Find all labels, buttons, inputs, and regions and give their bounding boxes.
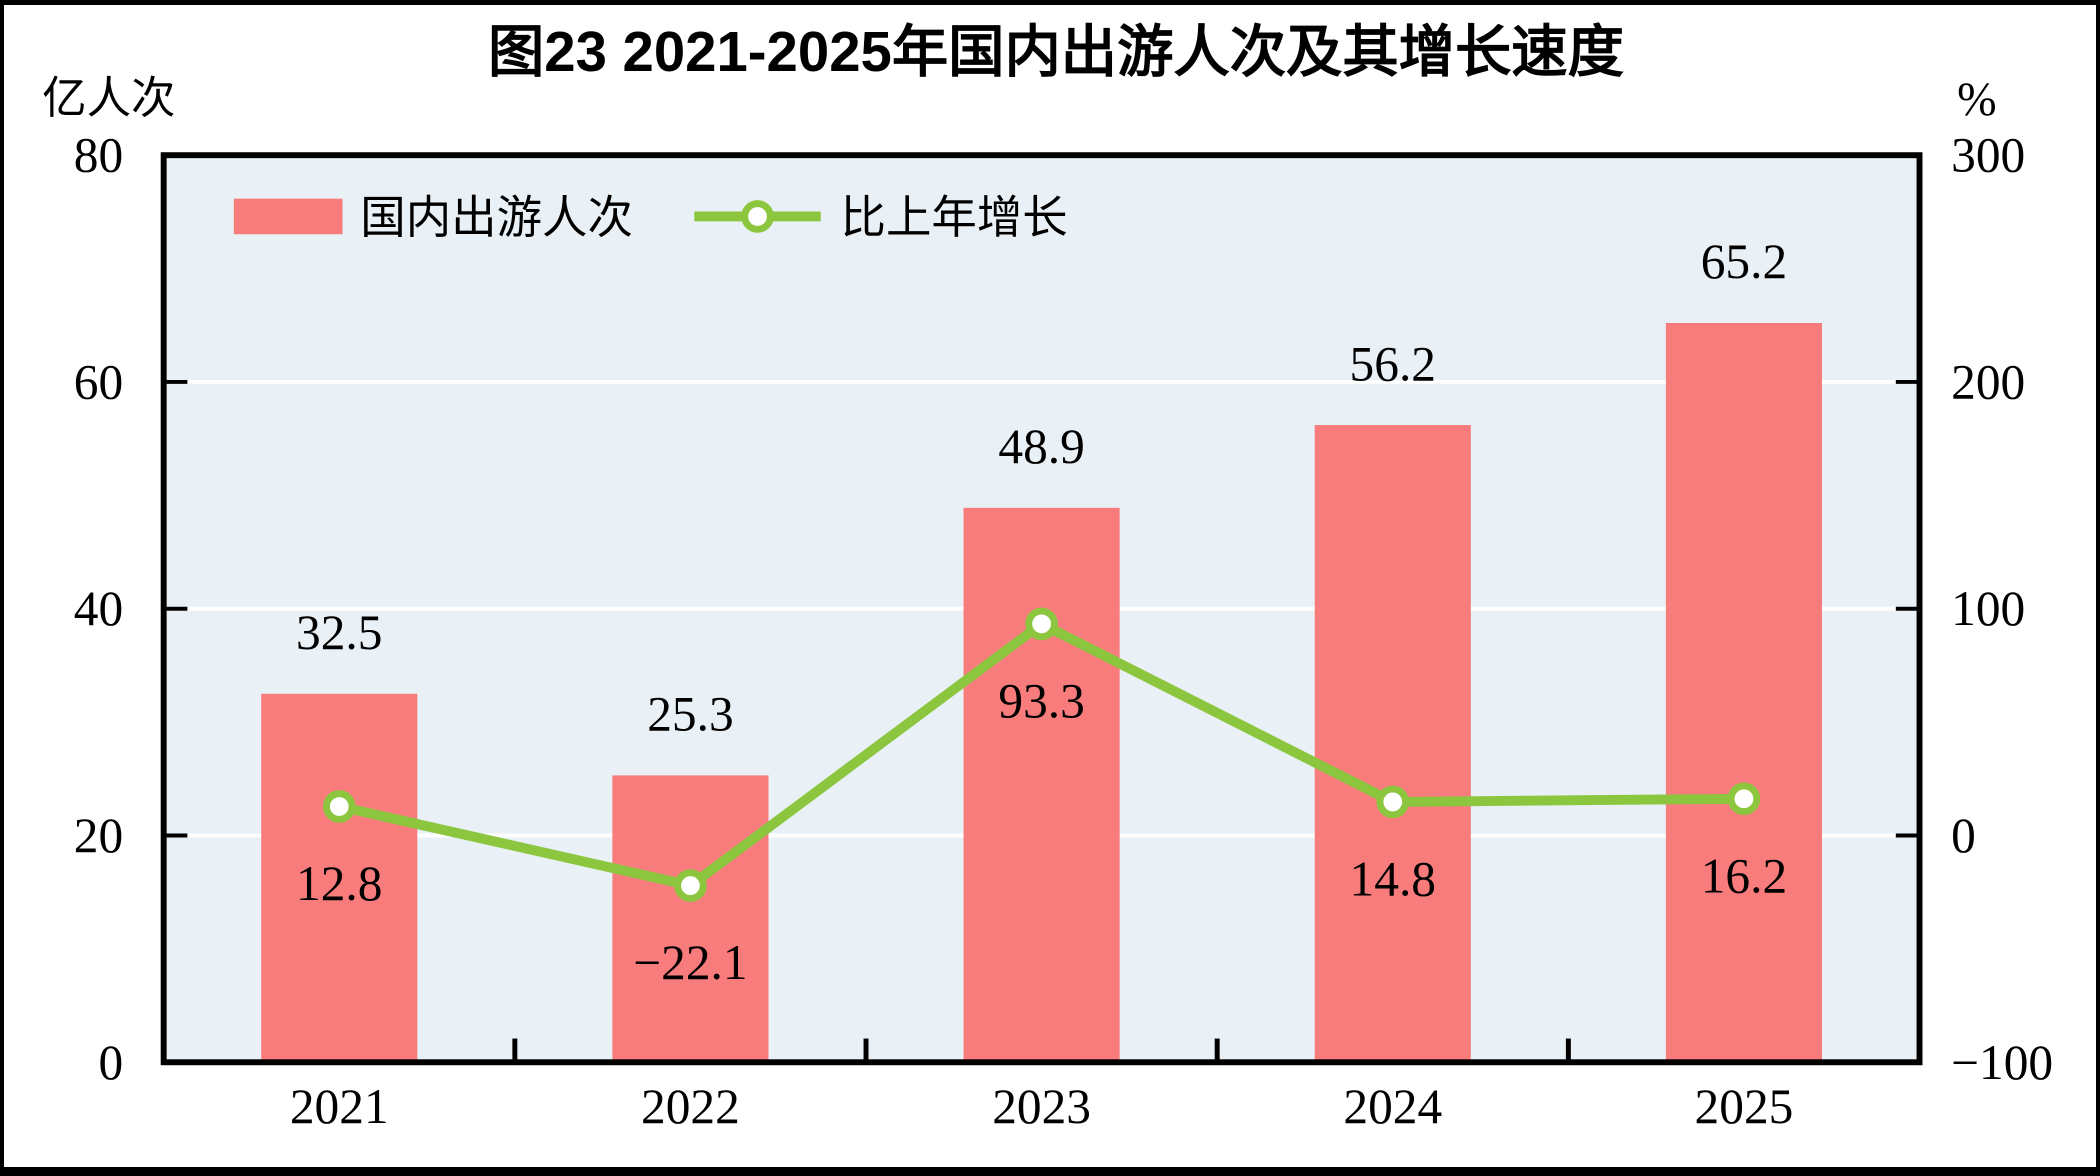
data-labels: 32.5 25.3 48.9 56.2 65.2 12.8 −22.1 93.3 14.8 16.… bbox=[296, 234, 1787, 990]
bar-series bbox=[261, 322, 1822, 1063]
right-axis-unit: % bbox=[1957, 74, 1997, 126]
line-point-2024 bbox=[1376, 785, 1410, 819]
legend-line-marker-icon bbox=[741, 200, 774, 233]
left-axis-tick-40: 40 bbox=[74, 581, 123, 636]
x-label-2024: 2024 bbox=[1343, 1079, 1442, 1134]
legend-bar-label: 国内出游人次 bbox=[360, 192, 633, 243]
bar-2023 bbox=[963, 507, 1120, 1063]
chart-canvas: 32.5 25.3 48.9 56.2 65.2 12.8 −22.1 93.3 14.8 16.… bbox=[42, 20, 2053, 1135]
left-axis-tick-0: 0 bbox=[98, 1035, 123, 1090]
left-axis-tick-60: 60 bbox=[74, 354, 123, 409]
line-point-2022 bbox=[674, 869, 707, 902]
right-axis-tick-0: 0 bbox=[1951, 808, 1976, 863]
line-point-2021 bbox=[322, 790, 356, 823]
line-value-2022: −22.1 bbox=[633, 935, 747, 990]
axis-ticks bbox=[165, 379, 1918, 1061]
line-value-2025: 16.2 bbox=[1701, 848, 1787, 903]
plot-border bbox=[160, 152, 1923, 1066]
right-axis-tick-300: 300 bbox=[1951, 128, 2025, 183]
line-point-2025 bbox=[1727, 782, 1761, 816]
left-axis-tick-80: 80 bbox=[74, 128, 123, 183]
legend-bar-swatch bbox=[233, 198, 343, 235]
bar-value-2025: 65.2 bbox=[1701, 234, 1787, 289]
line-value-2023: 93.3 bbox=[998, 673, 1084, 728]
bar-value-2023: 48.9 bbox=[998, 419, 1084, 474]
bar-2022 bbox=[612, 775, 769, 1063]
right-axis-tick-200: 200 bbox=[1951, 354, 2025, 409]
line-series bbox=[322, 607, 1761, 902]
bar-value-2021: 32.5 bbox=[296, 605, 382, 660]
right-axis-tick--100: −100 bbox=[1951, 1035, 2053, 1090]
bar-2021 bbox=[261, 693, 418, 1063]
line-value-2024: 14.8 bbox=[1350, 852, 1436, 907]
x-label-2022: 2022 bbox=[641, 1079, 740, 1134]
right-axis-tick-100: 100 bbox=[1951, 581, 2025, 636]
bar-2024 bbox=[1314, 425, 1471, 1063]
bar-2025 bbox=[1665, 322, 1822, 1063]
x-label-2021: 2021 bbox=[290, 1079, 389, 1134]
legend-line-label: 比上年增长 bbox=[841, 192, 1068, 243]
chart-title: 图23 2021-2025年国内出游人次及其增长速度 bbox=[488, 20, 1625, 83]
legend: 国内出游人次 比上年增长 bbox=[233, 192, 1068, 243]
x-label-2025: 2025 bbox=[1695, 1079, 1794, 1134]
left-axis-unit: 亿人次 bbox=[42, 73, 175, 123]
line-point-2023 bbox=[1025, 607, 1058, 641]
left-axis-tick-20: 20 bbox=[74, 808, 123, 863]
line-value-2021: 12.8 bbox=[296, 856, 382, 911]
bar-value-2022: 25.3 bbox=[647, 687, 733, 742]
x-label-2023: 2023 bbox=[992, 1079, 1091, 1134]
bar-value-2024: 56.2 bbox=[1350, 336, 1436, 391]
